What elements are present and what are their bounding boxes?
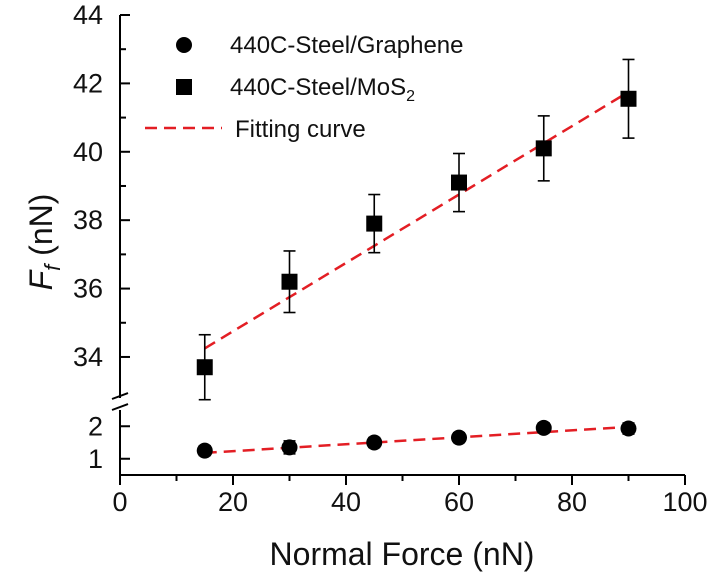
legend-label-graphene: 440C-Steel/Graphene — [230, 32, 463, 59]
legend-marker-mos2 — [176, 79, 192, 95]
y-upper-tick-label: 36 — [73, 274, 103, 304]
legend-marker-graphene — [176, 37, 192, 53]
y-upper-tick-label: 44 — [73, 0, 103, 30]
data-layer — [196, 58, 637, 459]
y-upper-tick-label: 42 — [73, 68, 103, 98]
graphene-data-point — [620, 420, 637, 437]
y-axis-symbol: F — [23, 268, 59, 290]
legend: 440C-Steel/Graphene 440C-Steel/MoS2 Fitt… — [145, 32, 463, 143]
x-tick-label: 0 — [112, 487, 127, 517]
graphene-data-point — [196, 442, 213, 459]
y-axis-title: Ff (nN) — [23, 194, 65, 291]
graphene-data-point — [281, 439, 298, 456]
y-axis-unit: (nN) — [23, 194, 59, 265]
x-tick-label: 40 — [331, 487, 361, 517]
legend-label-mos2-main: 440C-Steel/MoS — [230, 74, 406, 101]
x-tick-label: 20 — [218, 487, 248, 517]
fit-line-graphene — [204, 425, 629, 455]
legend-label-fit: Fitting curve — [235, 116, 366, 143]
graphene-data-point — [451, 429, 467, 446]
x-tick-label: 100 — [662, 487, 707, 517]
axis-break-mark — [111, 392, 129, 400]
mos2-data-point — [535, 140, 552, 157]
graphene-data-point — [366, 434, 383, 451]
graphene-data-point — [535, 419, 552, 436]
y-lower-tick-label: 2 — [88, 411, 103, 441]
x-axis-title: Normal Force (nN) — [270, 536, 535, 572]
y-upper-tick-label: 34 — [73, 342, 103, 372]
y-upper-tick-label: 38 — [73, 205, 103, 235]
mos2-data-point — [366, 215, 383, 232]
mos2-data-point — [281, 273, 298, 290]
y-lower-tick-label: 1 — [88, 444, 103, 474]
axis-break-mark — [111, 403, 129, 411]
fit-layer — [204, 90, 630, 455]
x-tick-label: 60 — [444, 487, 474, 517]
mos2-data-point — [620, 90, 637, 107]
legend-label-mos2-subscript: 2 — [406, 88, 415, 105]
legend-label-mos2: 440C-Steel/MoS2 — [230, 74, 415, 105]
mos2-data-point — [451, 174, 467, 191]
x-tick-label: 80 — [557, 487, 587, 517]
fit-line-mos2 — [204, 90, 630, 350]
mos2-data-point — [196, 359, 213, 376]
y-upper-tick-label: 40 — [73, 137, 103, 167]
y-axis-subscript: f — [40, 262, 65, 271]
